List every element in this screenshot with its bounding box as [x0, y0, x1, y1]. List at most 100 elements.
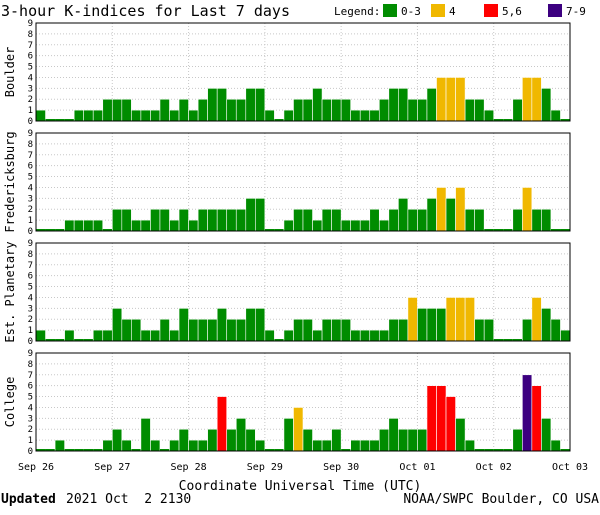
- chart-title: 3-hour K-indices for Last 7 days: [1, 2, 290, 20]
- kindex-bar: [512, 428, 523, 452]
- kindex-bar: [474, 208, 485, 232]
- y-tick-label: 0: [28, 447, 33, 457]
- kindex-bar: [426, 308, 437, 342]
- y-tick-label: 3: [28, 194, 33, 204]
- panel-label: College: [3, 377, 17, 428]
- kindex-bar: [312, 329, 323, 342]
- kindex-bar: [283, 418, 294, 452]
- kindex-bar: [283, 219, 294, 232]
- kindex-bar: [417, 308, 428, 342]
- y-tick-label: 6: [28, 382, 33, 392]
- kindex-bar: [483, 318, 495, 342]
- panel-label: Fredericksburg: [3, 131, 17, 232]
- kindex-bar: [436, 385, 447, 452]
- kindex-bar: [159, 208, 170, 232]
- kindex-bar: [111, 308, 123, 342]
- kindex-bar: [321, 439, 332, 452]
- kindex-bar: [359, 439, 371, 452]
- kindex-bar: [426, 385, 437, 452]
- kindex-bar: [188, 318, 199, 342]
- kindex-bar: [302, 318, 313, 342]
- kindex-bar: [159, 98, 170, 122]
- y-tick-label: 3: [28, 84, 33, 94]
- y-tick-label: 6: [28, 52, 33, 62]
- legend-swatch-2: [484, 4, 498, 17]
- kindex-bar: [302, 208, 313, 232]
- kindex-bar: [140, 219, 151, 232]
- kindex-bar: [541, 308, 552, 342]
- kindex-bar: [436, 77, 447, 122]
- kindex-bar: [131, 219, 142, 232]
- y-tick-label: 5: [28, 283, 33, 293]
- y-tick-label: 7: [28, 261, 33, 271]
- kindex-bar: [255, 198, 266, 232]
- kindex-bar: [255, 308, 266, 342]
- kindex-bar: [331, 98, 342, 122]
- kindex-bar: [64, 329, 75, 342]
- y-tick-label: 9: [28, 349, 33, 359]
- kindex-bar: [245, 198, 256, 232]
- kindex-bar: [350, 439, 361, 452]
- y-tick-label: 2: [28, 95, 33, 105]
- x-tick-label: Sep 29: [247, 462, 283, 473]
- kindex-bar: [226, 428, 237, 452]
- kindex-bar: [398, 88, 409, 122]
- kindex-bar: [188, 109, 199, 122]
- legend: 0-3 4 5,6 7-9: [383, 4, 586, 18]
- kindex-bar: [340, 219, 351, 232]
- kindex-bar: [541, 88, 552, 122]
- kindex-bar: [178, 208, 189, 232]
- kindex-bar: [169, 109, 180, 122]
- kindex-bar: [312, 219, 323, 232]
- kindex-bar: [340, 98, 351, 122]
- kindex-bar: [283, 329, 294, 342]
- kindex-bar: [464, 439, 475, 452]
- kindex-bar: [92, 219, 104, 232]
- kindex-bar: [150, 208, 161, 232]
- kindex-bar: [235, 318, 247, 342]
- kindex-bar: [111, 428, 123, 452]
- y-tick-label: 0: [28, 227, 33, 237]
- kindex-bar: [102, 439, 113, 452]
- kindex-bar: [235, 98, 247, 122]
- kindex-bar: [255, 88, 266, 122]
- kindex-bar: [531, 208, 542, 232]
- kindex-bar: [293, 407, 304, 452]
- kindex-bar: [283, 109, 294, 122]
- kindex-bar: [92, 109, 104, 122]
- kindex-bar: [140, 329, 151, 342]
- y-tick-label: 4: [28, 183, 33, 193]
- kindex-bar: [293, 98, 304, 122]
- kindex-bar: [331, 318, 342, 342]
- kindex-bar: [111, 98, 123, 122]
- x-tick-label: Sep 27: [94, 462, 130, 473]
- kindex-bar: [245, 88, 256, 122]
- kindex-bar: [340, 318, 351, 342]
- legend-label-1: 4: [449, 5, 456, 18]
- kindex-bar: [83, 219, 94, 232]
- y-tick-label: 0: [28, 337, 33, 347]
- kindex-bar: [64, 219, 75, 232]
- legend-label-0: 0-3: [401, 5, 421, 18]
- y-tick-label: 6: [28, 162, 33, 172]
- y-tick-label: 5: [28, 173, 33, 183]
- kindex-bar: [522, 318, 533, 342]
- kindex-bar: [83, 109, 94, 122]
- kindex-bar: [255, 439, 266, 452]
- kindex-bar: [121, 439, 132, 452]
- y-tick-label: 1: [28, 326, 33, 336]
- kindex-bar: [417, 428, 428, 452]
- kindex-bar: [512, 98, 523, 122]
- kindex-bar: [216, 396, 228, 452]
- kindex-bar: [550, 109, 561, 122]
- kindex-bar: [550, 318, 561, 342]
- x-tick-label: Oct 01: [399, 462, 435, 473]
- kindex-bar: [417, 208, 428, 232]
- y-tick-label: 4: [28, 403, 33, 413]
- updated-label: Updated: [1, 492, 56, 507]
- kindex-bar: [131, 109, 142, 122]
- kindex-bar: [121, 208, 132, 232]
- kindex-bar: [121, 318, 132, 342]
- kindex-bar: [188, 439, 199, 452]
